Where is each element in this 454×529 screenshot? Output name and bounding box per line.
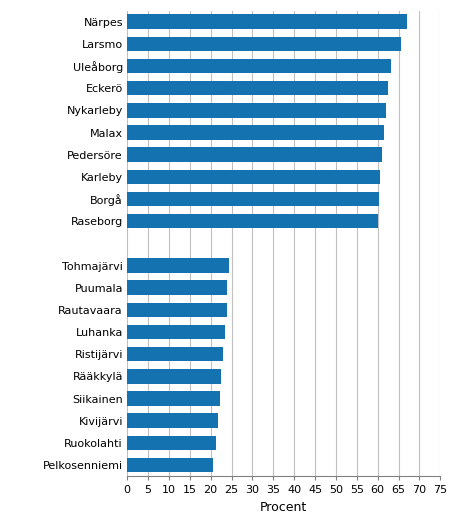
Bar bbox=[127, 458, 213, 472]
Bar bbox=[127, 303, 227, 317]
Bar bbox=[127, 391, 220, 406]
Bar bbox=[127, 148, 382, 162]
Bar bbox=[127, 347, 223, 361]
Bar bbox=[127, 37, 401, 51]
Bar bbox=[127, 436, 216, 450]
Bar bbox=[127, 214, 378, 229]
Bar bbox=[127, 258, 229, 273]
Bar bbox=[127, 414, 218, 428]
Bar bbox=[127, 170, 380, 184]
Bar bbox=[127, 103, 386, 117]
Bar bbox=[127, 81, 388, 95]
Bar bbox=[127, 192, 379, 206]
Bar bbox=[127, 369, 221, 384]
Bar bbox=[127, 125, 384, 140]
X-axis label: Procent: Procent bbox=[260, 500, 307, 514]
Bar bbox=[127, 59, 391, 73]
Bar bbox=[127, 325, 225, 339]
Bar bbox=[127, 280, 227, 295]
Bar bbox=[127, 14, 407, 29]
